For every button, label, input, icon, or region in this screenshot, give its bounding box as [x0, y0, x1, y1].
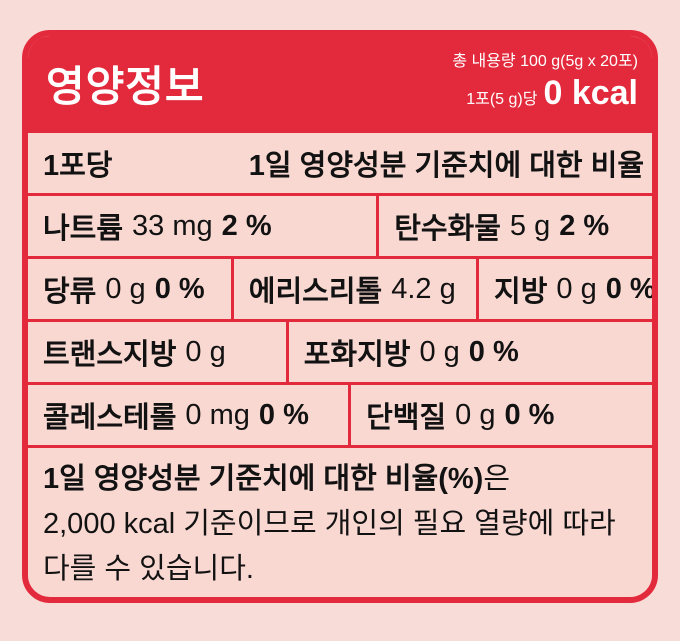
nutrient-amount: 4.2 g: [391, 272, 456, 305]
nutrient-name: 지방: [494, 276, 548, 308]
footnote-line3: 다를 수 있습니다.: [43, 552, 254, 585]
nutrient-dv: 0 %: [605, 272, 652, 305]
cell-sugars: 당류 0 g 0 %: [28, 259, 231, 319]
cell-fat: 지방 0 g 0 %: [476, 259, 652, 319]
per-serving-text: 1포(5 g)당: [466, 90, 538, 108]
nutrition-facts-panel: 영양정보 총 내용량 100 g(5g x 20포) 1포(5 g)당 0 kca…: [22, 30, 658, 603]
table-row-sodium-carbs: 나트륨 33 mg 2 % 탄수화물 5 g 2 %: [28, 193, 652, 256]
nutrient-amount: 0 g: [455, 398, 496, 431]
table-row-sugars-erythritol-fat: 당류 0 g 0 % 에리스리톨 4.2 g 지방 0 g 0 %: [28, 256, 652, 319]
nutrient-dv: 0 %: [258, 398, 309, 431]
nutrient-name: 콜레스테롤: [43, 402, 177, 434]
panel-header: 영양정보 총 내용량 100 g(5g x 20포) 1포(5 g)당 0 kca…: [28, 36, 652, 130]
nutrient-name: 에리스리톨: [248, 276, 383, 308]
per-serving-line: 1포(5 g)당 0 kcal: [452, 72, 638, 115]
serving-summary: 총 내용량 100 g(5g x 20포) 1포(5 g)당 0 kcal: [452, 52, 638, 115]
footnote-line2: 2,000 kcal 기준이므로 개인의 필요 열량에 따라: [43, 507, 616, 540]
cell-carbohydrate: 탄수화물 5 g 2 %: [376, 196, 652, 256]
panel-title: 영양정보: [46, 62, 205, 110]
cell-saturated-fat: 포화지방 0 g 0 %: [285, 322, 652, 382]
table-row-cholesterol-protein: 콜레스테롤 0 mg 0 % 단백질 0 g 0 %: [28, 382, 652, 445]
table-row-transfat-satfat: 트랜스지방 0 g 포화지방 0 g 0 %: [28, 319, 652, 382]
nutrient-dv: 2 %: [559, 209, 610, 242]
nutrient-amount: 33 mg: [132, 209, 213, 242]
calories-value: 0 kcal: [543, 73, 638, 112]
nutrient-name: 트랜스지방: [43, 339, 177, 371]
cell-cholesterol: 콜레스테롤 0 mg 0 %: [28, 385, 348, 445]
nutrient-name: 포화지방: [303, 339, 411, 371]
nutrient-name: 당류: [43, 276, 97, 308]
nutrient-dv: 0 %: [468, 335, 519, 368]
nutrient-dv: 2 %: [221, 209, 272, 242]
nutrient-name: 탄수화물: [394, 213, 501, 245]
footnote-line1-tail: 은: [483, 463, 510, 495]
footnote-bold-text: 1일 영양성분 기준치에 대한 비율(%): [43, 463, 484, 495]
total-contents-text: 총 내용량 100 g(5g x 20포): [452, 52, 638, 70]
per-pack-label: 1포당: [43, 150, 113, 182]
cell-sodium: 나트륨 33 mg 2 %: [28, 196, 376, 256]
nutrient-amount: 0 g: [419, 335, 460, 368]
cell-protein: 단백질 0 g 0 %: [348, 385, 652, 445]
daily-value-footnote: 1일 영양성분 기준치에 대한 비율(%)은 2,000 kcal 기준이므로 …: [28, 445, 652, 592]
nutrient-amount: 0 g: [556, 272, 597, 305]
nutrient-amount: 5 g: [509, 209, 551, 242]
nutrient-dv: 0 %: [154, 272, 205, 305]
nutrient-name: 단백질: [366, 402, 447, 434]
nutrient-name: 나트륨: [43, 213, 124, 245]
cell-trans-fat: 트랜스지방 0 g: [28, 322, 286, 382]
nutrient-dv: 0 %: [504, 398, 555, 431]
cell-erythritol: 에리스리톨 4.2 g: [230, 259, 476, 319]
table-row-ratio-header: 1포당 1일 영양성분 기준치에 대한 비율: [28, 130, 652, 193]
nutrient-amount: 0 g: [185, 335, 226, 368]
daily-value-ratio-label: 1일 영양성분 기준치에 대한 비율: [248, 150, 644, 182]
nutrient-amount: 0 g: [105, 272, 146, 305]
nutrient-amount: 0 mg: [185, 398, 250, 431]
